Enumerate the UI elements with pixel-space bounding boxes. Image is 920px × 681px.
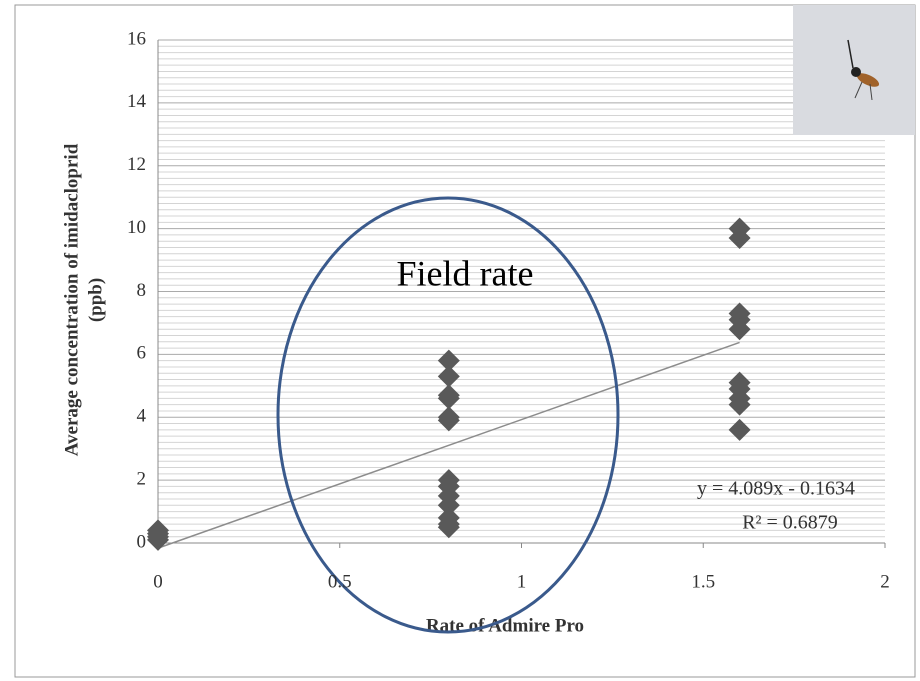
y-tick-label: 16	[127, 28, 146, 49]
x-tick-label: 0.5	[328, 571, 352, 592]
y-axis-title: (ppb)	[85, 278, 106, 322]
y-tick-label: 6	[137, 343, 147, 364]
y-tick-label: 4	[137, 406, 147, 427]
trend-r-squared: R² = 0.6879	[742, 512, 838, 534]
insect-head	[851, 67, 861, 77]
trend-equation: y = 4.089x - 0.1634	[697, 478, 855, 500]
y-tick-label: 2	[137, 468, 147, 489]
y-tick-label: 0	[137, 531, 147, 552]
x-tick-label: 0	[153, 571, 163, 592]
insect-photo	[793, 5, 915, 135]
y-tick-label: 10	[127, 217, 146, 238]
x-tick-label: 1.5	[691, 571, 715, 592]
x-tick-label: 1	[517, 571, 527, 592]
y-tick-label: 12	[127, 154, 146, 175]
y-axis-title: Average concentration of imidacloprid	[61, 143, 82, 456]
x-tick-label: 2	[880, 571, 890, 592]
chart: Rate of Admire Pro Average concentration…	[0, 0, 920, 681]
y-tick-label: 14	[127, 91, 147, 112]
annotation: Field rate	[397, 253, 534, 293]
y-tick-label: 8	[137, 280, 147, 301]
chart-border	[15, 5, 915, 677]
